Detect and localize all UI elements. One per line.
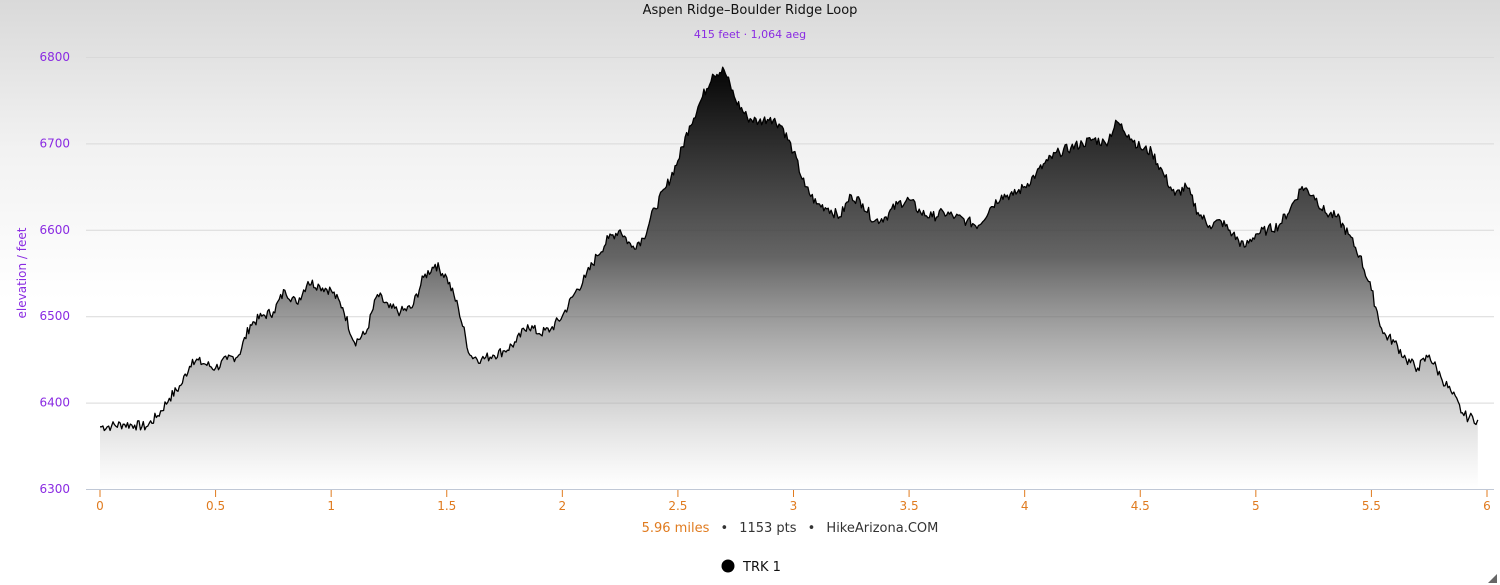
footer-distance: 5.96 miles xyxy=(642,521,710,536)
y-axis-ticks: 6300 6400 6500 6600 6700 6800 xyxy=(39,50,70,496)
x-tick-label: 1.5 xyxy=(437,499,456,513)
y-tick-label: 6800 xyxy=(39,50,70,64)
footer-points: 1153 pts xyxy=(739,521,797,536)
x-tick-label: 5.5 xyxy=(1362,499,1381,513)
x-tick-label: 2.5 xyxy=(668,499,687,513)
x-axis-ticks: 0 0.5 1 1.5 2 2.5 3 3.5 4 4.5 5 5.5 6 xyxy=(96,490,1491,513)
svg-text:5.96 miles • 1153: 5.96 miles • 1153 pts • HikeArizona.COM xyxy=(642,517,939,536)
chart-subtitle: 415 feet · 1,064 aeg xyxy=(694,28,806,41)
x-tick-label: 4.5 xyxy=(1131,499,1150,513)
x-tick-label: 4 xyxy=(1021,499,1029,513)
x-tick-label: 5 xyxy=(1252,499,1260,513)
footer-source: HikeArizona.COM xyxy=(826,521,938,536)
x-tick-label: 3 xyxy=(790,499,798,513)
elevation-line xyxy=(100,66,1479,432)
x-tick-label: 1 xyxy=(327,499,335,513)
elevation-area xyxy=(100,67,1478,489)
footer-sep-1: • xyxy=(720,521,728,536)
footer-sep-2: • xyxy=(808,521,816,536)
footer: 5.96 miles • 1153 pts • HikeArizona.COM xyxy=(642,517,939,536)
legend-item-trk1[interactable]: TRK 1 xyxy=(721,559,781,576)
x-tick-label: 2 xyxy=(559,499,567,513)
legend-marker xyxy=(721,559,735,573)
x-tick-label: 0.5 xyxy=(206,499,225,513)
resize-handle-icon[interactable] xyxy=(1488,574,1497,583)
x-tick-label: 6 xyxy=(1483,499,1491,513)
y-tick-label: 6500 xyxy=(39,309,70,323)
y-tick-label: 6700 xyxy=(39,136,70,150)
x-tick-label: 3.5 xyxy=(900,499,919,513)
chart-title: Aspen Ridge–Boulder Ridge Loop xyxy=(643,3,858,18)
y-axis-label: elevation / feet xyxy=(15,227,29,318)
legend-label: TRK 1 xyxy=(742,560,781,575)
y-tick-label: 6300 xyxy=(39,482,70,496)
x-tick-label: 0 xyxy=(96,499,104,513)
y-tick-label: 6600 xyxy=(39,223,70,237)
y-tick-label: 6400 xyxy=(39,396,70,410)
